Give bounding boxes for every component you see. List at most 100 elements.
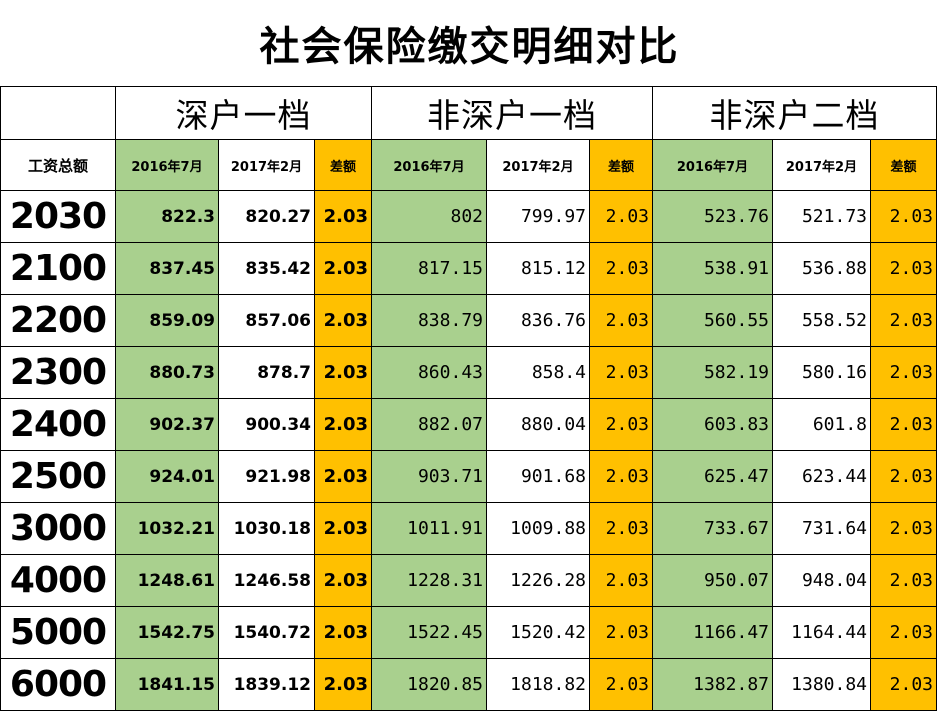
value-2016-cell: 523.76 [652,190,773,243]
value-2017-cell: 835.42 [218,242,315,295]
sub-header-diff: 差额 [870,139,937,191]
diff-cell: 2.03 [870,502,937,555]
value-2016-cell: 822.3 [115,190,219,243]
diff-cell: 2.03 [314,242,372,295]
value-2016-cell: 1011.91 [371,502,487,555]
corner-cell [0,86,116,140]
value-2017-cell: 558.52 [772,294,871,347]
value-2016-cell: 924.01 [115,450,219,503]
value-2016-cell: 733.67 [652,502,773,555]
diff-cell: 2.03 [314,346,372,399]
value-2017-cell: 921.98 [218,450,315,503]
diff-cell: 2.03 [314,554,372,607]
diff-cell: 2.03 [314,502,372,555]
table-row: 2200 859.09 857.06 2.03 838.79 836.76 2.03 560.… [0,294,937,347]
table-row: 2300 880.73 878.7 2.03 860.43 858.4 2.03 582.19… [0,346,937,399]
diff-cell: 2.03 [870,346,937,399]
diff-cell: 2.03 [589,346,653,399]
sub-header-2017: 2017年2月 [218,139,315,191]
value-2017-cell: 1540.72 [218,606,315,659]
value-2017-cell: 815.12 [486,242,590,295]
wage-cell: 2100 [0,242,116,295]
wage-cell: 2500 [0,450,116,503]
table-row: 6000 1841.15 1839.12 2.03 1820.85 1818.82 2.03… [0,658,937,711]
wage-cell: 5000 [0,606,116,659]
value-2017-cell: 521.73 [772,190,871,243]
value-2017-cell: 878.7 [218,346,315,399]
diff-cell: 2.03 [589,190,653,243]
value-2017-cell: 731.64 [772,502,871,555]
value-2016-cell: 903.71 [371,450,487,503]
diff-cell: 2.03 [870,398,937,451]
sub-header-2016: 2016年7月 [115,139,219,191]
diff-cell: 2.03 [870,658,937,711]
diff-cell: 2.03 [589,294,653,347]
value-2016-cell: 860.43 [371,346,487,399]
sub-header-2017: 2017年2月 [486,139,590,191]
wage-cell: 2300 [0,346,116,399]
diff-cell: 2.03 [314,190,372,243]
sub-header-diff: 差额 [589,139,653,191]
sub-header-2017: 2017年2月 [772,139,871,191]
sub-header-diff: 差额 [314,139,372,191]
value-2017-cell: 536.88 [772,242,871,295]
value-2016-cell: 1032.21 [115,502,219,555]
value-2016-cell: 1841.15 [115,658,219,711]
wage-cell: 4000 [0,554,116,607]
value-2017-cell: 1030.18 [218,502,315,555]
value-2017-cell: 857.06 [218,294,315,347]
comparison-table: 深户一档 非深户一档 非深户二档 工资总额 2016年7月 2017年2月 差额… [0,86,937,711]
value-2016-cell: 902.37 [115,398,219,451]
value-2016-cell: 1166.47 [652,606,773,659]
value-2016-cell: 625.47 [652,450,773,503]
value-2017-cell: 858.4 [486,346,590,399]
value-2016-cell: 1382.87 [652,658,773,711]
value-2016-cell: 880.73 [115,346,219,399]
wage-header: 工资总额 [0,139,116,191]
wage-cell: 2200 [0,294,116,347]
sub-header-2016: 2016年7月 [371,139,487,191]
diff-cell: 2.03 [589,502,653,555]
group-header-feishen-2: 非深户二档 [652,86,937,140]
group-header-row: 深户一档 非深户一档 非深户二档 [0,86,937,140]
value-2017-cell: 1818.82 [486,658,590,711]
table-row: 2500 924.01 921.98 2.03 903.71 901.68 2.03 625.… [0,450,937,503]
value-2017-cell: 1380.84 [772,658,871,711]
diff-cell: 2.03 [870,554,937,607]
value-2016-cell: 560.55 [652,294,773,347]
value-2017-cell: 901.68 [486,450,590,503]
table-row: 2030 822.3 820.27 2.03 802 799.97 2.03 523.76 52… [0,190,937,243]
diff-cell: 2.03 [589,242,653,295]
diff-cell: 2.03 [589,606,653,659]
value-2016-cell: 603.83 [652,398,773,451]
diff-cell: 2.03 [589,398,653,451]
table-row: 5000 1542.75 1540.72 2.03 1522.45 1520.42 2.03… [0,606,937,659]
diff-cell: 2.03 [870,606,937,659]
value-2017-cell: 1009.88 [486,502,590,555]
wage-cell: 2400 [0,398,116,451]
value-2017-cell: 799.97 [486,190,590,243]
diff-cell: 2.03 [589,658,653,711]
wage-cell: 2030 [0,190,116,243]
table-row: 4000 1248.61 1246.58 2.03 1228.31 1226.28 2.03… [0,554,937,607]
value-2017-cell: 900.34 [218,398,315,451]
value-2016-cell: 859.09 [115,294,219,347]
diff-cell: 2.03 [589,554,653,607]
value-2017-cell: 580.16 [772,346,871,399]
value-2016-cell: 837.45 [115,242,219,295]
table-row: 2100 837.45 835.42 2.03 817.15 815.12 2.03 538.… [0,242,937,295]
diff-cell: 2.03 [870,294,937,347]
value-2017-cell: 1164.44 [772,606,871,659]
value-2016-cell: 950.07 [652,554,773,607]
table-row: 2400 902.37 900.34 2.03 882.07 880.04 2.03 603.… [0,398,937,451]
sub-header-row: 工资总额 2016年7月 2017年2月 差额 2016年7月 2017年2月 … [0,139,937,191]
sub-header-2016: 2016年7月 [652,139,773,191]
table-row: 3000 1032.21 1030.18 2.03 1011.91 1009.88 2.03… [0,502,937,555]
value-2017-cell: 1226.28 [486,554,590,607]
page-title: 社会保险缴交明细对比 [259,23,680,70]
group-header-feishen-1: 非深户一档 [371,86,653,140]
value-2016-cell: 538.91 [652,242,773,295]
value-2017-cell: 948.04 [772,554,871,607]
value-2016-cell: 1542.75 [115,606,219,659]
value-2016-cell: 1248.61 [115,554,219,607]
